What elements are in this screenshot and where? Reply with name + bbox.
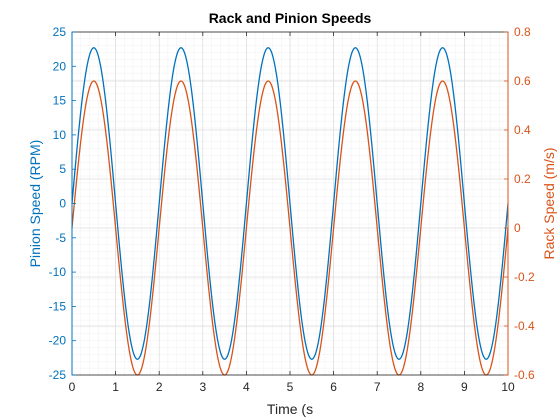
right-tick-label: -0.6 <box>514 368 535 382</box>
left-tick-label: 10 <box>53 128 67 142</box>
x-tick-label: 7 <box>374 380 381 394</box>
x-tick-label: 0 <box>69 380 76 394</box>
x-tick-label: 4 <box>243 380 250 394</box>
left-tick-label: -20 <box>49 334 67 348</box>
right-y-axis: 0.8 0.6 0.4 0.2 0 -0.2 -0.4 -0.6 <box>504 25 535 382</box>
left-axis-label: Pinion Speed (RPM) <box>27 140 43 268</box>
right-tick-label: 0.4 <box>514 123 531 137</box>
left-tick-label: 5 <box>59 162 66 176</box>
chart-title: Rack and Pinion Speeds <box>209 10 372 26</box>
left-tick-label: -5 <box>55 231 66 245</box>
x-axis: 0 1 2 3 4 5 6 7 8 9 10 <box>69 32 515 394</box>
left-tick-label: -25 <box>49 368 67 382</box>
right-series-line <box>71 80 509 376</box>
right-tick-label: -0.2 <box>514 270 535 284</box>
left-tick-label: -10 <box>49 265 67 279</box>
left-tick-label: 15 <box>53 94 67 108</box>
right-tick-label: 0.6 <box>514 74 531 88</box>
x-tick-label: 3 <box>199 380 206 394</box>
x-tick-label: 2 <box>156 380 163 394</box>
x-tick-label: 1 <box>112 380 119 394</box>
left-tick-label: -15 <box>49 299 67 313</box>
left-series-line <box>71 47 509 360</box>
left-tick-label: 0 <box>59 197 66 211</box>
x-tick-label: 10 <box>501 380 515 394</box>
left-y-axis: 25 20 15 10 5 0 -5 -10 -15 -20 -25 <box>49 25 76 382</box>
right-tick-label: -0.4 <box>514 319 535 333</box>
left-tick-label: 25 <box>53 25 67 39</box>
right-tick-label: 0.2 <box>514 172 531 186</box>
right-axis-label: Rack Speed (m/s) <box>541 147 557 259</box>
x-tick-label: 9 <box>461 380 468 394</box>
right-tick-label: 0 <box>514 221 521 235</box>
left-tick-label: 20 <box>53 59 67 73</box>
x-tick-label: 8 <box>417 380 424 394</box>
series-layer <box>71 47 509 376</box>
right-tick-label: 0.8 <box>514 25 531 39</box>
x-axis-label: Time (s <box>267 401 313 417</box>
x-tick-label: 6 <box>330 380 337 394</box>
x-tick-label: 5 <box>287 380 294 394</box>
